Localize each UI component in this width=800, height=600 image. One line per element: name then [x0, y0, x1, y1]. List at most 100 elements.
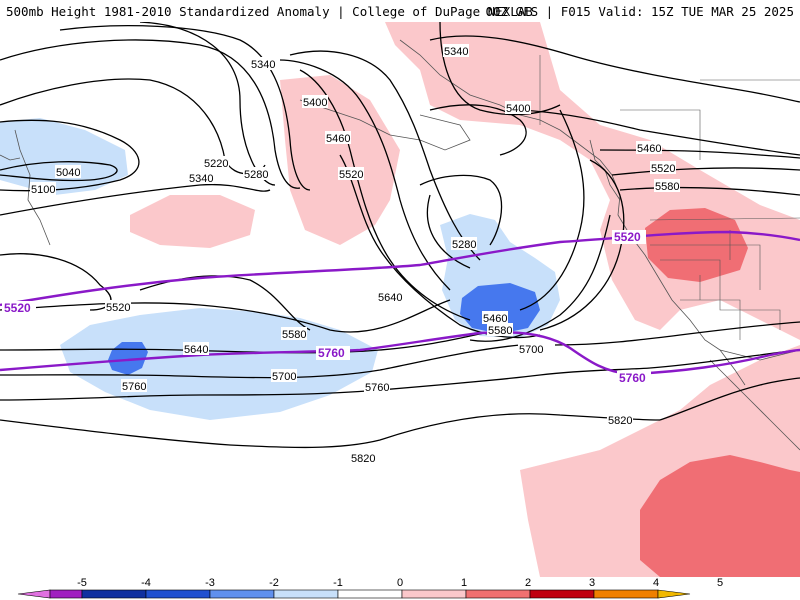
label-bg	[350, 451, 376, 464]
contour-label-5280: 5280	[452, 239, 476, 251]
label-bg	[281, 327, 307, 340]
contour-label-5760: 5760	[122, 381, 146, 393]
reference-lines	[0, 230, 800, 376]
label-bg	[654, 179, 680, 192]
colorbar-swatch	[49, 589, 83, 599]
reference-label-5760-east: 5760	[619, 371, 646, 385]
strong-negative-anomaly-shading	[108, 283, 540, 375]
colorbar-graphic: -5 -4 -3 -2 -1 0 1 2 3 4 5	[17, 577, 723, 599]
label-bg	[364, 380, 390, 393]
label-bg	[243, 167, 269, 180]
label-bg	[2, 301, 36, 315]
label-bg	[487, 323, 513, 336]
label-bg	[316, 346, 350, 360]
label-bg	[302, 95, 328, 108]
colorbar-tick-neg1: -1	[333, 577, 343, 589]
colorbar-arrow-right	[657, 589, 691, 599]
label-bg	[482, 311, 508, 324]
reference-line-labels: 5520 5520 5760 5760	[2, 230, 651, 385]
colorbar-tick-5: 5	[717, 577, 723, 589]
colorbar-swatch	[465, 589, 531, 599]
title-bar: 500mb Height 1981-2010 Standardized Anom…	[0, 0, 800, 22]
contour-label-5400: 5400	[303, 97, 327, 109]
contour-label-5100: 5100	[31, 184, 55, 196]
label-bg	[55, 165, 81, 178]
reference-label-5520-west: 5520	[4, 301, 31, 315]
colorbar-swatch	[145, 589, 211, 599]
label-bg	[612, 230, 646, 244]
map-title: 500mb Height 1981-2010 Standardized Anom…	[6, 4, 533, 19]
label-bg	[650, 161, 676, 174]
contour-label-5820: 5820	[608, 415, 632, 427]
contour-label-5520: 5520	[339, 169, 363, 181]
model-run-info: 00Z GFS | F015 Valid: 15Z TUE MAR 25 202…	[485, 4, 794, 19]
label-bg	[338, 167, 364, 180]
contour-label-5700: 5700	[272, 371, 296, 383]
colorbar: -5 -4 -3 -2 -1 0 1 2 3 4 5	[0, 577, 800, 600]
colorbar-tick-3: 3	[589, 577, 595, 589]
contour-label-5460: 5460	[483, 313, 507, 325]
political-borders	[539, 55, 800, 340]
label-bg	[121, 379, 147, 392]
label-bg	[518, 342, 544, 355]
colorbar-tick-neg4: -4	[141, 577, 151, 589]
contour-label-5040: 5040	[56, 167, 80, 179]
label-bg	[636, 141, 662, 154]
label-bg	[105, 300, 131, 313]
colorbar-tick-neg5: -5	[77, 577, 87, 589]
label-bg	[325, 131, 351, 144]
colorbar-swatch	[209, 589, 275, 599]
contour-label-5220: 5220	[204, 158, 228, 170]
label-bg	[203, 156, 229, 169]
colorbar-swatch	[593, 589, 659, 599]
contour-label-5460: 5460	[326, 133, 350, 145]
label-bg	[250, 57, 276, 70]
colorbar-tick-labels: -5 -4 -3 -2 -1 0 1 2 3 4 5	[77, 577, 723, 589]
contour-label-5580: 5580	[655, 181, 679, 193]
colorbar-tick-2: 2	[525, 577, 531, 589]
label-bg	[183, 342, 209, 355]
colorbar-swatch	[337, 589, 403, 599]
colorbar-swatch	[401, 589, 467, 599]
reference-label-5520-east: 5520	[614, 230, 641, 244]
label-bg	[451, 237, 477, 250]
contour-label-5340: 5340	[189, 173, 213, 185]
contour-label-5580: 5580	[488, 325, 512, 337]
label-bg	[443, 44, 469, 57]
contour-label-5520: 5520	[651, 163, 675, 175]
label-bg	[377, 290, 403, 303]
colorbar-tick-1: 1	[461, 577, 467, 589]
contour-label-5520: 5520	[106, 302, 130, 314]
height-contours	[0, 22, 800, 449]
contour-label-5580: 5580	[282, 329, 306, 341]
label-bg	[607, 413, 633, 426]
label-bg	[617, 371, 651, 385]
contour-label-5820: 5820	[351, 453, 375, 465]
colorbar-swatch	[529, 589, 595, 599]
colorbar-swatch	[273, 589, 339, 599]
colorbar-tick-neg3: -3	[205, 577, 215, 589]
map-panel: 5040 5100 5220 5280 5340 5340 5340 5400 …	[0, 22, 800, 577]
colorbar-swatch	[81, 589, 147, 599]
coastlines	[0, 39, 800, 451]
contour-label-5760: 5760	[365, 382, 389, 394]
contour-labels: 5040 5100 5220 5280 5340 5340 5340 5400 …	[30, 44, 680, 465]
anomaly-map: 5040 5100 5220 5280 5340 5340 5340 5400 …	[0, 22, 800, 577]
contour-label-5700: 5700	[519, 344, 543, 356]
contour-label-5340: 5340	[444, 46, 468, 58]
contour-label-5640: 5640	[184, 344, 208, 356]
colorbar-tick-neg2: -2	[269, 577, 279, 589]
contour-label-5280: 5280	[244, 169, 268, 181]
colorbar-tick-0: 0	[397, 577, 403, 589]
contour-label-5340: 5340	[251, 59, 275, 71]
colorbar-arrow-left	[17, 589, 51, 599]
label-bg	[188, 171, 214, 184]
colorbar-tick-4: 4	[653, 577, 659, 589]
contour-label-5640: 5640	[378, 292, 402, 304]
colorbar-swatches	[17, 589, 691, 599]
label-bg	[505, 101, 531, 114]
contour-label-5400: 5400	[506, 103, 530, 115]
reference-label-5760-central: 5760	[318, 346, 345, 360]
label-bg	[271, 369, 297, 382]
label-bg	[30, 182, 56, 195]
